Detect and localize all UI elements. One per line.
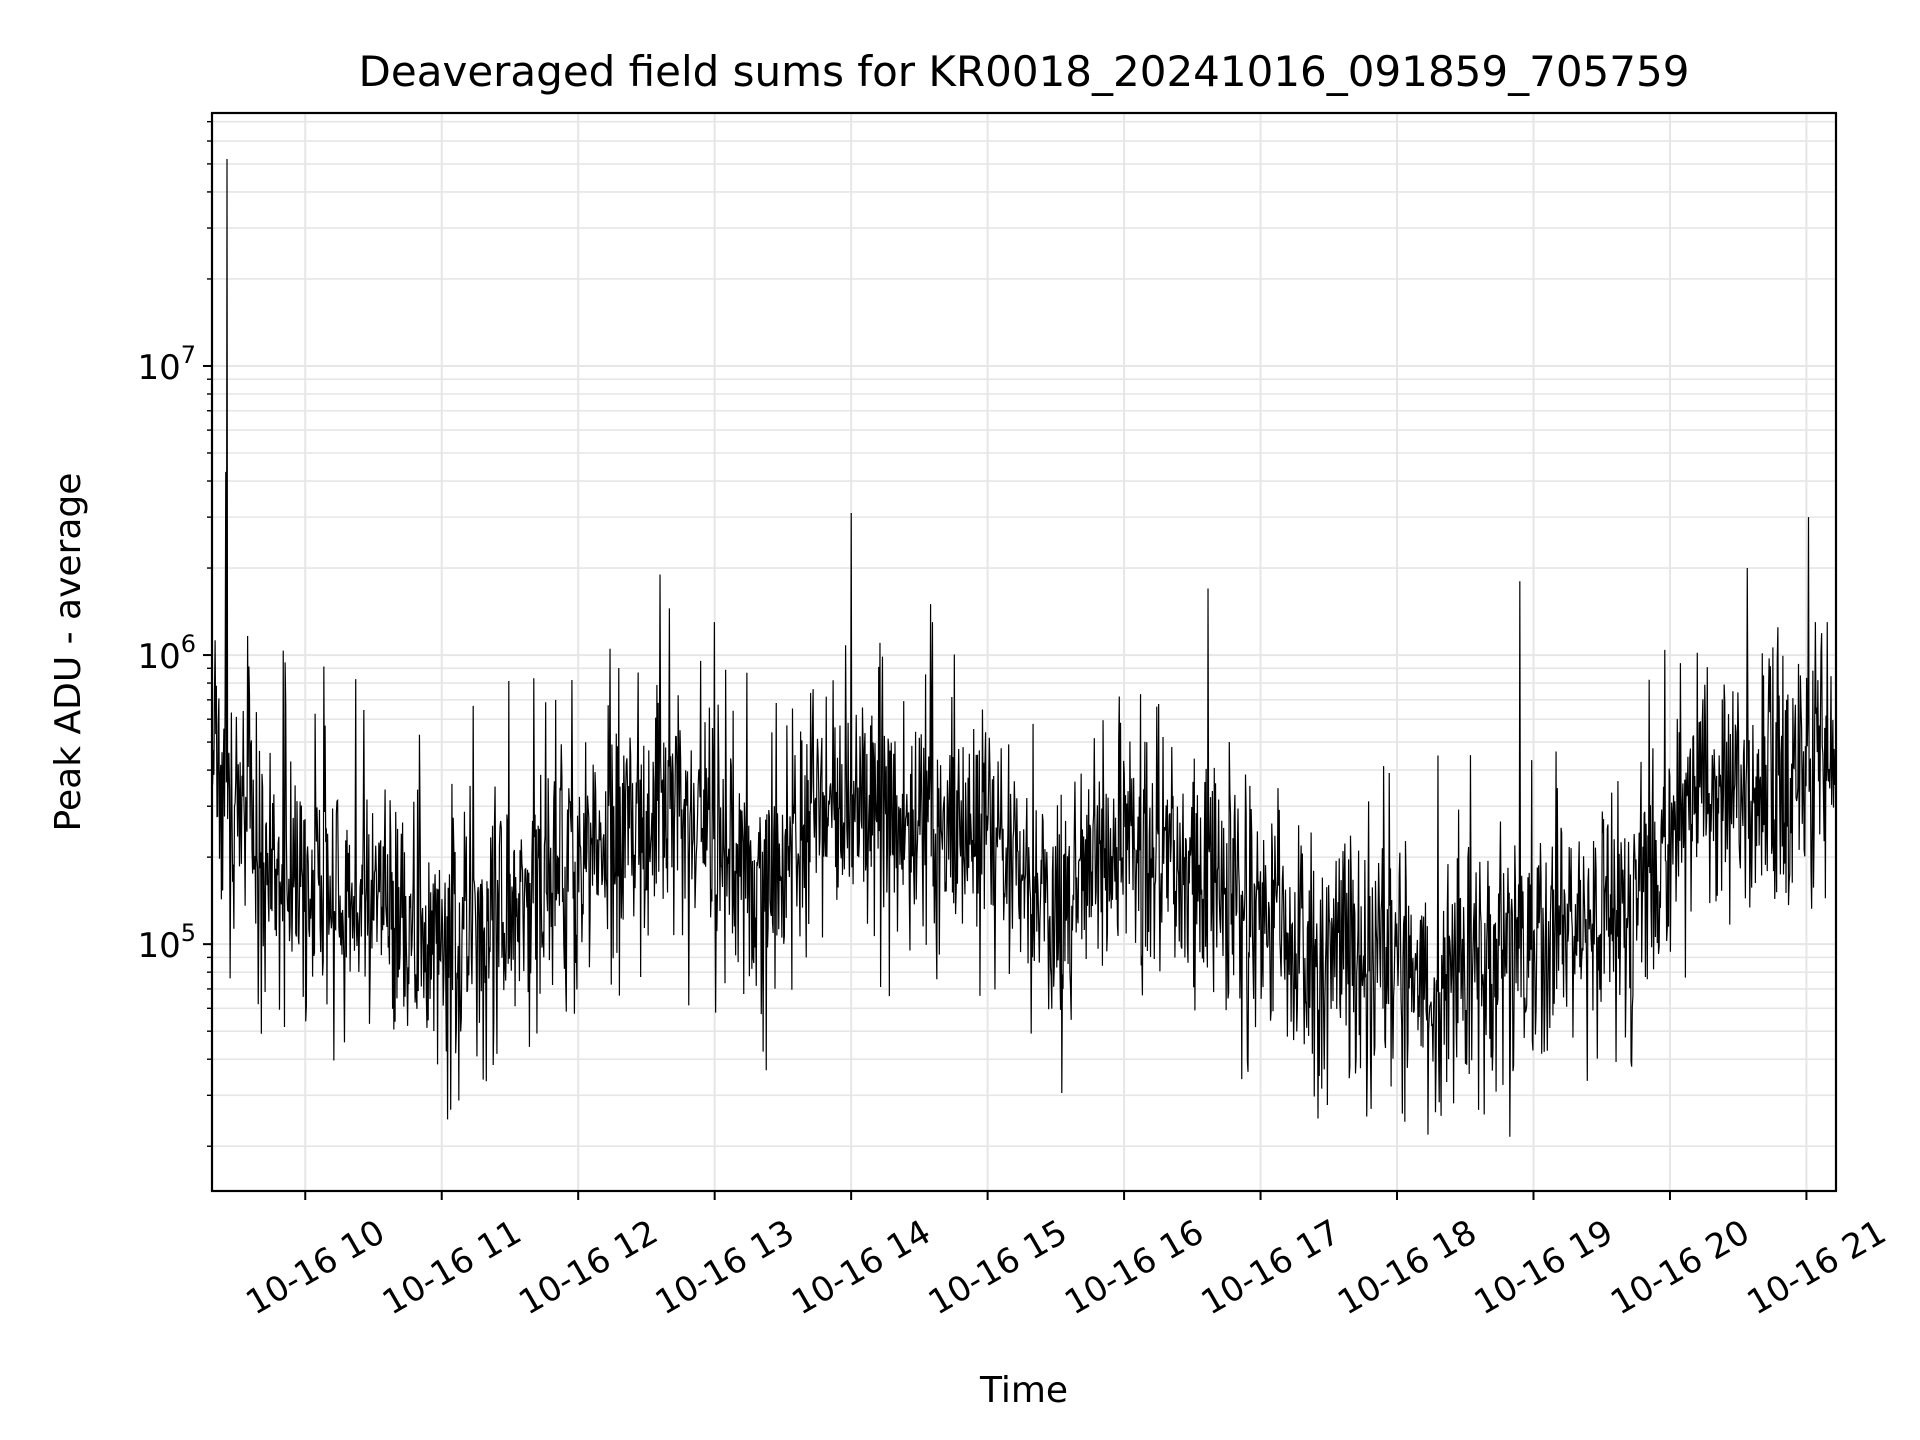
plot-frame <box>210 111 1838 1193</box>
y-tick-label: 105 <box>137 919 196 966</box>
y-axis: 105 106 107 <box>137 120 212 1147</box>
series-line <box>212 158 1836 1137</box>
x-axis-label: Time <box>979 1370 1068 1411</box>
y-tick-label: 107 <box>137 341 196 388</box>
plot-area <box>212 158 1836 1137</box>
chart-title: Deaveraged field sums for KR0018_2024101… <box>359 47 1690 96</box>
y-axis-label: Peak ADU - average <box>48 473 89 832</box>
y-tick-label: 106 <box>137 630 196 677</box>
